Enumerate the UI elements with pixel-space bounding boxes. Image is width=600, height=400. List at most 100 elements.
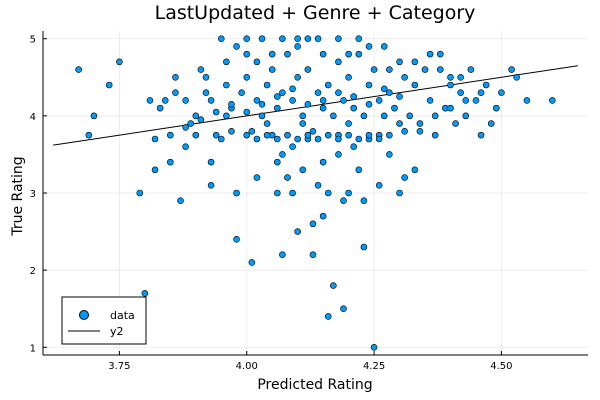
fit-line-series (53, 65, 578, 146)
data-point (370, 66, 378, 73)
data-point (253, 97, 261, 104)
data-point (335, 135, 342, 143)
data-point (391, 104, 398, 112)
data-point (258, 100, 266, 108)
data-point (386, 66, 393, 73)
data-point (309, 220, 317, 228)
data-point (167, 131, 174, 139)
data-point (284, 50, 291, 58)
data-point (370, 343, 378, 351)
data-point (304, 131, 312, 139)
data-point (360, 197, 368, 205)
data-point (482, 81, 490, 89)
data-point (431, 131, 439, 139)
data-point (228, 127, 235, 135)
fit-line (53, 65, 578, 146)
data-point (365, 43, 373, 50)
legend-label-data: data (110, 309, 135, 322)
data-point (192, 131, 200, 139)
data-point (314, 135, 322, 143)
data-point (401, 127, 408, 135)
data-point (431, 112, 439, 120)
data-point (273, 135, 281, 143)
data-point (284, 174, 291, 181)
data-point (375, 97, 383, 104)
data-point (279, 89, 286, 97)
data-point (161, 97, 169, 104)
data-point (355, 35, 363, 43)
data-point (228, 100, 235, 108)
data-point (365, 100, 373, 108)
data-point (233, 43, 240, 50)
data-point (426, 50, 434, 58)
data-point (401, 73, 408, 81)
data-point (472, 97, 480, 104)
data-point (146, 97, 154, 104)
data-point (207, 158, 215, 166)
data-point (268, 66, 276, 73)
data-point (411, 58, 419, 66)
data-point (314, 89, 322, 97)
data-point (187, 120, 195, 127)
data-point (401, 174, 408, 181)
data-point (105, 81, 113, 89)
data-point (141, 289, 149, 297)
data-point (477, 131, 485, 139)
x-tick-label: 3.75 (108, 361, 130, 372)
data-point (294, 135, 301, 143)
data-point (182, 143, 189, 151)
data-point (304, 35, 312, 43)
data-point (426, 97, 434, 104)
data-point (467, 66, 475, 73)
data-point (258, 35, 266, 43)
data-point (273, 158, 281, 166)
data-point (335, 58, 342, 66)
x-tick-label: 4.25 (363, 361, 385, 372)
data-point (309, 251, 317, 259)
data-point (345, 73, 352, 81)
data-point (182, 97, 189, 104)
data-point (90, 112, 98, 120)
data-point (136, 189, 144, 197)
data-point (212, 108, 220, 116)
data-point (253, 174, 261, 181)
data-point (289, 143, 296, 151)
data-point (182, 124, 189, 131)
axes (42, 31, 588, 356)
data-point (498, 89, 505, 97)
data-point (167, 158, 174, 166)
x-axis-label: Predicted Rating (257, 377, 372, 393)
data-point (289, 189, 296, 197)
data-point (75, 66, 82, 73)
data-point (457, 73, 464, 81)
data-point (350, 93, 358, 100)
data-point (335, 151, 342, 158)
data-point (360, 243, 368, 251)
data-point (299, 112, 307, 120)
data-point (212, 131, 220, 139)
data-point (243, 35, 251, 43)
data-point (116, 58, 123, 66)
data-point (202, 73, 210, 81)
data-point (253, 135, 261, 143)
data-point (243, 108, 251, 116)
data-point (258, 112, 266, 120)
legend-marker-data (79, 310, 89, 320)
data-point (386, 131, 393, 139)
tick-labels: 3.75 4.00 4.25 4.50 1 2 3 4 5 (30, 35, 513, 372)
y-tick-label: 4 (30, 112, 36, 123)
data-point (294, 43, 301, 50)
data-point (243, 73, 251, 81)
data-point (243, 50, 251, 58)
data-point (396, 120, 403, 127)
data-point (340, 197, 347, 205)
data-point (360, 112, 368, 120)
data-point (192, 112, 200, 120)
data-point (248, 127, 256, 135)
data-point (345, 50, 352, 58)
data-point (172, 73, 179, 81)
data-point (447, 73, 454, 81)
y-tick-label: 5 (30, 35, 36, 46)
data-point (289, 85, 296, 93)
